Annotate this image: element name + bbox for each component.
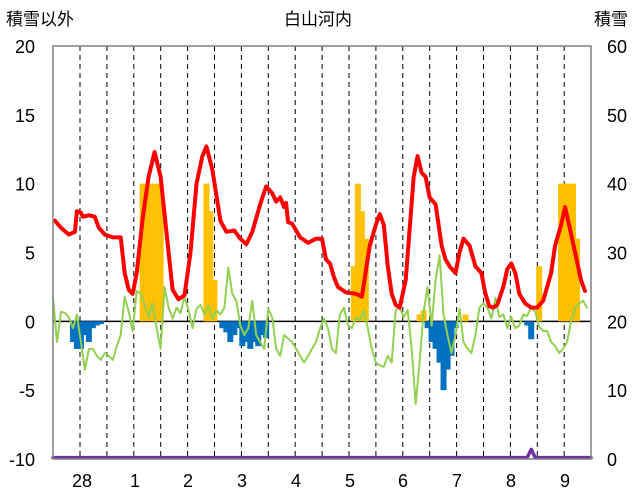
left-tick-label: 0 bbox=[25, 312, 35, 332]
x-tick-label: 7 bbox=[452, 471, 462, 491]
x-tick-label: 1 bbox=[130, 471, 140, 491]
data-bar bbox=[93, 321, 100, 326]
right-tick-label: 0 bbox=[607, 450, 617, 470]
right-tick-label: 10 bbox=[607, 381, 627, 401]
data-bar bbox=[432, 321, 439, 349]
data-bar bbox=[462, 314, 469, 322]
left-tick-label: 5 bbox=[25, 244, 35, 264]
data-bar bbox=[558, 183, 565, 322]
purple-line bbox=[51, 447, 593, 460]
data-bar bbox=[448, 321, 455, 356]
data-bar bbox=[562, 183, 569, 322]
data-bar bbox=[211, 280, 218, 322]
left-tick-label: -5 bbox=[19, 381, 35, 401]
x-tick-label: 9 bbox=[560, 471, 570, 491]
data-bar bbox=[151, 183, 158, 322]
x-tick-label: 6 bbox=[398, 471, 408, 491]
x-tick-label: 2 bbox=[183, 471, 193, 491]
data-bar bbox=[247, 321, 254, 349]
data-bar bbox=[358, 211, 365, 322]
data-bar bbox=[235, 321, 242, 329]
plot-frame bbox=[52, 45, 592, 460]
data-bar bbox=[424, 321, 431, 329]
chart-title: 白山河内 bbox=[284, 10, 352, 30]
left-tick-label: 15 bbox=[15, 106, 35, 126]
left-tick-label: -10 bbox=[9, 450, 35, 470]
data-bar bbox=[145, 183, 152, 322]
data-bar bbox=[239, 321, 246, 347]
data-bar bbox=[89, 321, 96, 329]
data-bar bbox=[416, 314, 423, 322]
data-bar bbox=[97, 321, 104, 325]
data-bar bbox=[231, 321, 238, 336]
data-bar bbox=[207, 211, 214, 322]
data-bar bbox=[157, 183, 164, 322]
data-bar bbox=[436, 321, 443, 363]
right-tick-label: 40 bbox=[607, 175, 627, 195]
data-bar bbox=[528, 321, 535, 340]
data-bar bbox=[428, 321, 435, 342]
data-bar bbox=[81, 321, 88, 336]
data-bar bbox=[251, 321, 258, 342]
right-tick-label: 30 bbox=[607, 244, 627, 264]
data-bar bbox=[223, 321, 230, 333]
x-tick-label: 8 bbox=[506, 471, 516, 491]
data-bar bbox=[259, 321, 266, 336]
data-bar bbox=[73, 321, 80, 349]
grid bbox=[53, 46, 591, 459]
data-bar bbox=[524, 321, 531, 326]
left-axis-label: 積雪以外 bbox=[6, 10, 74, 30]
left-tick-label: 10 bbox=[15, 175, 35, 195]
x-tick-label: 5 bbox=[345, 471, 355, 491]
x-tick-label: 28 bbox=[72, 471, 92, 491]
data-bar bbox=[566, 183, 573, 322]
right-tick-label: 60 bbox=[607, 37, 627, 57]
left-tick-label: 20 bbox=[15, 37, 35, 57]
data-bar bbox=[536, 266, 543, 322]
right-axis-label: 積雪 bbox=[594, 10, 628, 30]
data-bar bbox=[255, 321, 262, 347]
data-bar bbox=[85, 321, 92, 342]
right-tick-label: 50 bbox=[607, 106, 627, 126]
line-series bbox=[51, 144, 593, 460]
green-thin-line bbox=[52, 254, 588, 405]
x-tick-label: 3 bbox=[237, 471, 247, 491]
data-bar bbox=[203, 183, 210, 322]
right-tick-label: 20 bbox=[607, 312, 627, 332]
data-bar bbox=[139, 183, 146, 322]
data-bar bbox=[452, 321, 459, 329]
data-bar bbox=[444, 321, 451, 370]
data-bar bbox=[354, 183, 361, 322]
data-bar bbox=[574, 238, 581, 322]
data-bar bbox=[219, 321, 226, 329]
data-bar bbox=[227, 321, 234, 342]
data-bar bbox=[440, 321, 447, 391]
data-bar bbox=[69, 321, 76, 342]
x-tick-label: 4 bbox=[291, 471, 301, 491]
red-thick-line bbox=[53, 144, 587, 310]
